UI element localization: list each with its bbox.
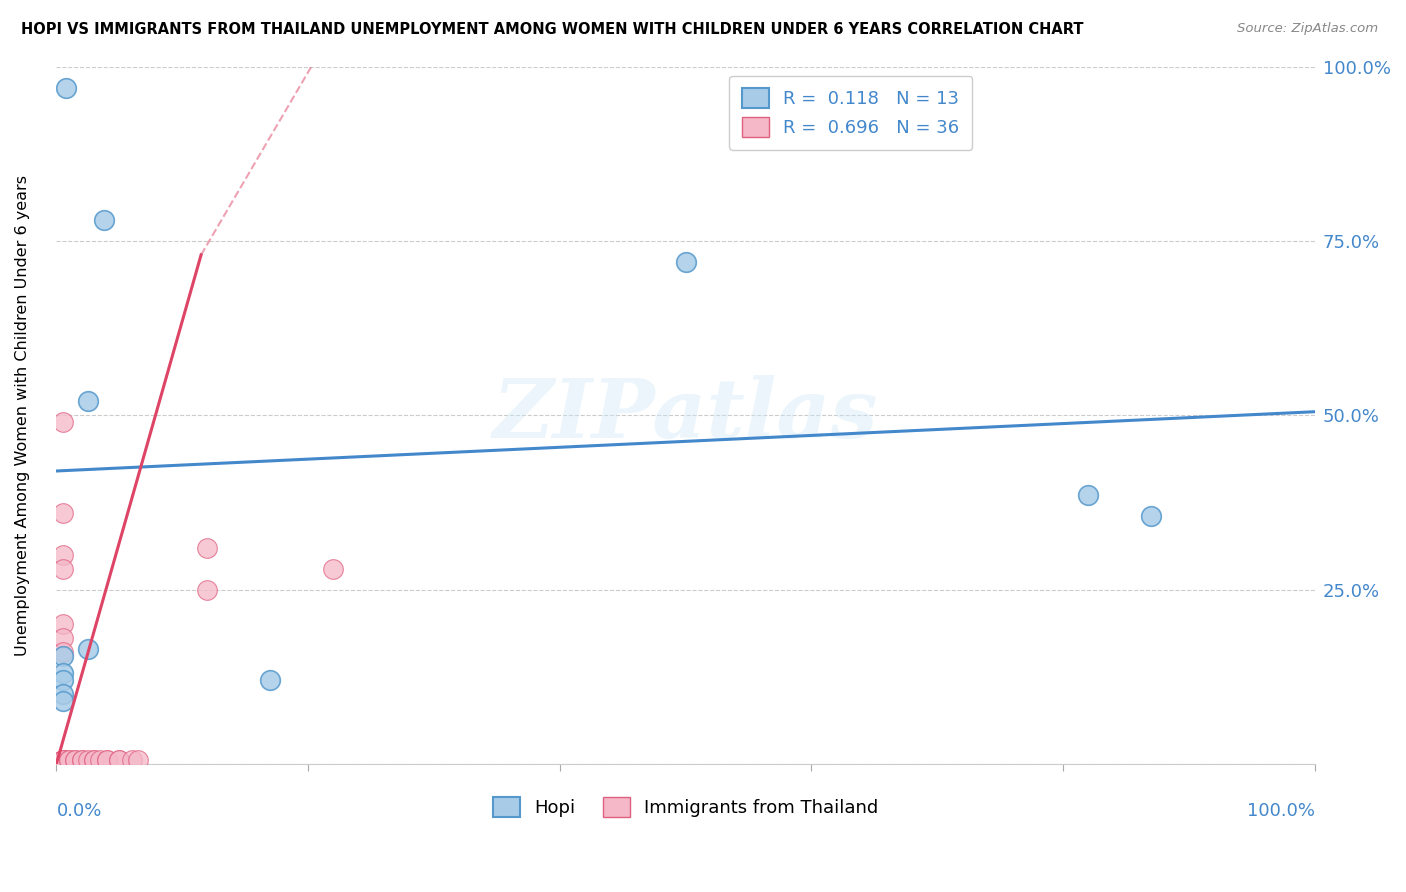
Point xyxy=(52,648,75,663)
Point xyxy=(52,548,75,562)
Point xyxy=(675,255,697,269)
Point xyxy=(76,753,98,767)
Point xyxy=(1077,488,1099,502)
Point xyxy=(70,753,93,767)
Point xyxy=(83,753,105,767)
Point xyxy=(52,753,75,767)
Point xyxy=(52,632,75,646)
Point xyxy=(121,753,143,767)
Point xyxy=(52,687,75,701)
Point xyxy=(65,753,87,767)
Point xyxy=(52,415,75,429)
Point xyxy=(65,753,87,767)
Text: 100.0%: 100.0% xyxy=(1247,802,1315,820)
Point xyxy=(52,753,75,767)
Point xyxy=(89,753,111,767)
Point xyxy=(52,617,75,632)
Point xyxy=(76,394,98,409)
Point xyxy=(58,753,80,767)
Point xyxy=(52,506,75,520)
Point xyxy=(52,753,75,767)
Text: Source: ZipAtlas.com: Source: ZipAtlas.com xyxy=(1237,22,1378,36)
Point xyxy=(52,753,75,767)
Point xyxy=(93,213,115,227)
Point xyxy=(52,561,75,575)
Point xyxy=(70,753,93,767)
Point xyxy=(52,673,75,688)
Point xyxy=(96,753,118,767)
Point xyxy=(83,753,105,767)
Point xyxy=(52,753,75,767)
Point xyxy=(52,753,75,767)
Point xyxy=(259,673,281,688)
Point xyxy=(195,541,218,555)
Point xyxy=(322,561,344,575)
Point xyxy=(195,582,218,597)
Text: ZIPatlas: ZIPatlas xyxy=(492,376,879,455)
Point xyxy=(108,753,131,767)
Point xyxy=(76,641,98,656)
Point xyxy=(52,694,75,708)
Point xyxy=(127,753,149,767)
Point xyxy=(96,753,118,767)
Point xyxy=(52,753,75,767)
Point xyxy=(52,666,75,681)
Point xyxy=(108,753,131,767)
Point xyxy=(52,753,75,767)
Point xyxy=(52,753,75,767)
Point xyxy=(1140,509,1163,524)
Text: HOPI VS IMMIGRANTS FROM THAILAND UNEMPLOYMENT AMONG WOMEN WITH CHILDREN UNDER 6 : HOPI VS IMMIGRANTS FROM THAILAND UNEMPLO… xyxy=(21,22,1084,37)
Legend: Hopi, Immigrants from Thailand: Hopi, Immigrants from Thailand xyxy=(485,790,886,824)
Point xyxy=(52,645,75,659)
Point xyxy=(58,753,80,767)
Y-axis label: Unemployment Among Women with Children Under 6 years: Unemployment Among Women with Children U… xyxy=(15,175,30,656)
Point xyxy=(55,80,77,95)
Text: 0.0%: 0.0% xyxy=(56,802,101,820)
Point xyxy=(52,753,75,767)
